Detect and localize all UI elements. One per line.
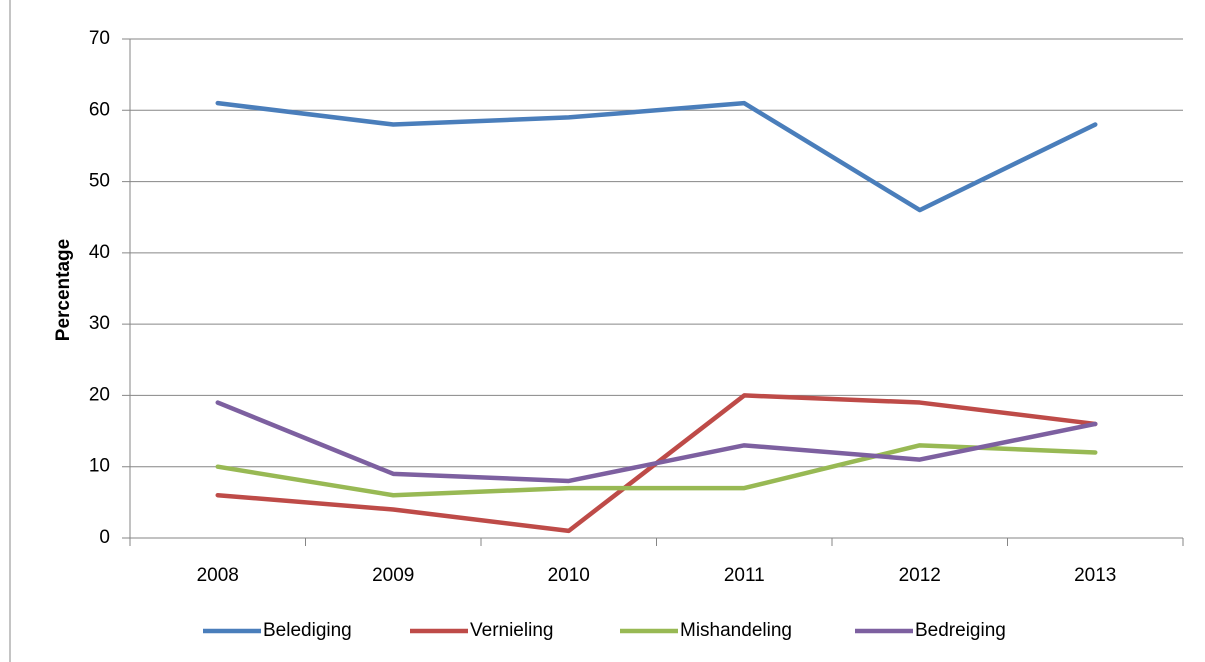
legend-label: Vernieling bbox=[470, 620, 553, 641]
y-tick-label: 40 bbox=[89, 242, 110, 263]
y-tick-label: 30 bbox=[89, 313, 110, 334]
legend-label: Bedreiging bbox=[915, 620, 1006, 641]
y-tick-label: 0 bbox=[99, 527, 110, 548]
x-tick-label: 2008 bbox=[197, 565, 239, 586]
series-line bbox=[215, 400, 1098, 484]
y-tick-label: 50 bbox=[89, 171, 110, 192]
x-tick-label: 2011 bbox=[724, 565, 765, 586]
x-tick-label: 2012 bbox=[899, 565, 941, 586]
x-tick-label: 2013 bbox=[1074, 565, 1116, 586]
y-tick-label: 20 bbox=[89, 384, 110, 405]
legend-label: Mishandeling bbox=[680, 620, 792, 641]
legend-label: Belediging bbox=[263, 620, 352, 641]
chart-frame bbox=[9, 0, 11, 662]
y-tick-label: 70 bbox=[89, 28, 110, 49]
x-tick-label: 2009 bbox=[372, 565, 414, 586]
y-tick-label: 60 bbox=[89, 99, 110, 120]
series-line bbox=[215, 100, 1098, 213]
x-tick-label: 2010 bbox=[548, 565, 590, 586]
y-tick-label: 10 bbox=[89, 456, 110, 477]
y-axis-label: Percentage bbox=[53, 239, 74, 341]
series-line bbox=[215, 443, 1098, 498]
